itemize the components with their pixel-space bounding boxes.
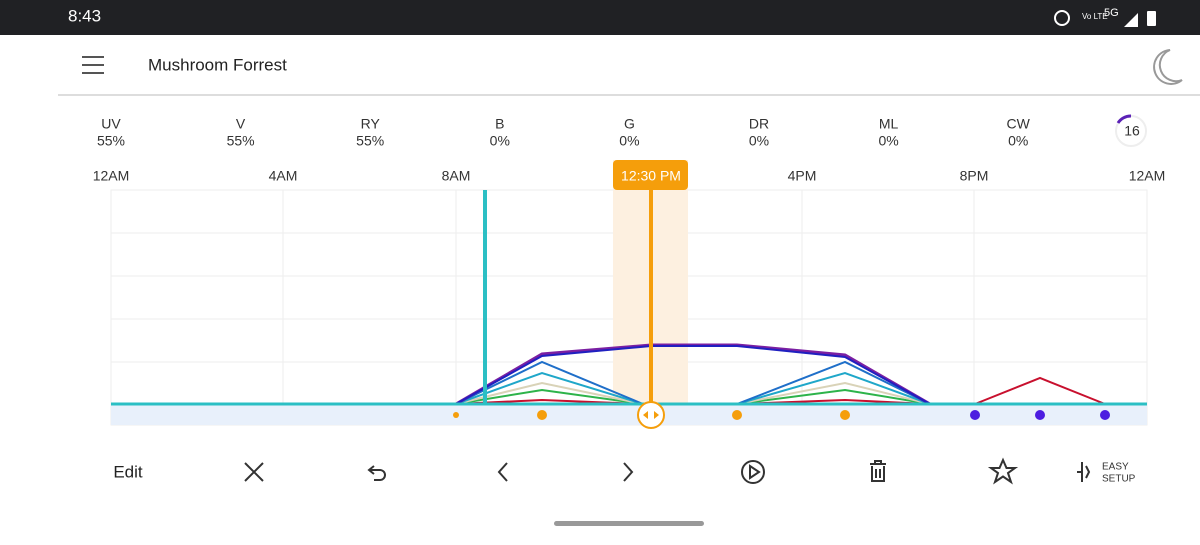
close-button[interactable] — [244, 462, 264, 482]
time-label: 8PM — [960, 168, 989, 184]
channel-level: 55% — [97, 133, 125, 149]
channel-name: DR — [749, 116, 769, 132]
night-mode-button[interactable] — [1153, 49, 1183, 85]
channel-name: CW — [1007, 116, 1031, 132]
next-button[interactable] — [623, 462, 634, 482]
easy-setup-label[interactable]: SETUP — [1102, 474, 1136, 485]
point[interactable] — [1035, 410, 1045, 420]
undo-button[interactable] — [367, 465, 386, 481]
point[interactable] — [840, 410, 850, 420]
chart: 12:30 PM — [110, 160, 1148, 429]
menu-bar — [82, 64, 104, 66]
badge: 16 — [1124, 123, 1140, 139]
handle-arrows — [643, 411, 659, 419]
point[interactable] — [970, 410, 980, 420]
menu-button[interactable] — [82, 56, 104, 74]
channel-name: ML — [879, 116, 899, 132]
time-label: 12AM — [1129, 168, 1166, 184]
page-title: Mushroom Forrest — [148, 55, 287, 74]
time-label: 12AM — [93, 168, 130, 184]
volte: Vo LTE — [1082, 12, 1108, 21]
easy-setup-label[interactable]: EASY — [1102, 462, 1129, 473]
clock: 8:43 — [68, 6, 101, 25]
network: 5G — [1104, 7, 1119, 19]
badge-progress — [1116, 114, 1132, 124]
easy-setup-icon — [1077, 462, 1091, 482]
home-indicator — [554, 521, 704, 526]
time-label: 4AM — [269, 168, 298, 184]
curve-red — [974, 376, 1106, 405]
channel-level: 0% — [878, 133, 898, 149]
cursor-handle[interactable] — [637, 401, 665, 429]
alarm-icon — [1054, 10, 1070, 26]
channel-level: 0% — [749, 133, 769, 149]
point[interactable] — [1100, 410, 1110, 420]
time-label: 4PM — [788, 168, 817, 184]
battery-icon — [1147, 11, 1156, 26]
channel-level: 0% — [1008, 133, 1028, 149]
point[interactable] — [453, 412, 459, 418]
menu-bar — [82, 56, 104, 58]
prev-button[interactable] — [497, 462, 508, 482]
edit-button[interactable]: Edit — [113, 462, 143, 481]
channel-level: 0% — [619, 133, 639, 149]
channel-level: 55% — [227, 133, 255, 149]
baseline-band — [111, 404, 1147, 425]
delete-button[interactable] — [870, 460, 886, 482]
channel-name: UV — [101, 116, 121, 132]
status-bar — [0, 0, 1200, 35]
play-icon — [749, 464, 761, 480]
channel-level: 0% — [490, 133, 510, 149]
channel-name: B — [495, 116, 504, 132]
time-label: 8AM — [442, 168, 471, 184]
toolbar: Edit EASY SETUP — [113, 457, 1136, 485]
channel-name: RY — [361, 116, 381, 132]
cursor-label-box — [613, 160, 688, 190]
curve-uv — [455, 345, 931, 405]
channel-level: 55% — [356, 133, 384, 149]
cursor-label: 12:30 PM — [621, 168, 681, 184]
play-button[interactable] — [741, 460, 765, 484]
signal-icon — [1124, 13, 1138, 27]
point[interactable] — [732, 410, 742, 420]
point[interactable] — [537, 410, 547, 420]
time-labels: 12AM 4AM 8AM 4PM 8PM 12AM — [93, 168, 1166, 184]
points — [453, 410, 1110, 420]
favorite-button[interactable] — [987, 457, 1019, 485]
channel-name: V — [236, 116, 246, 132]
channel-name: G — [624, 116, 635, 132]
menu-bar — [82, 72, 104, 74]
